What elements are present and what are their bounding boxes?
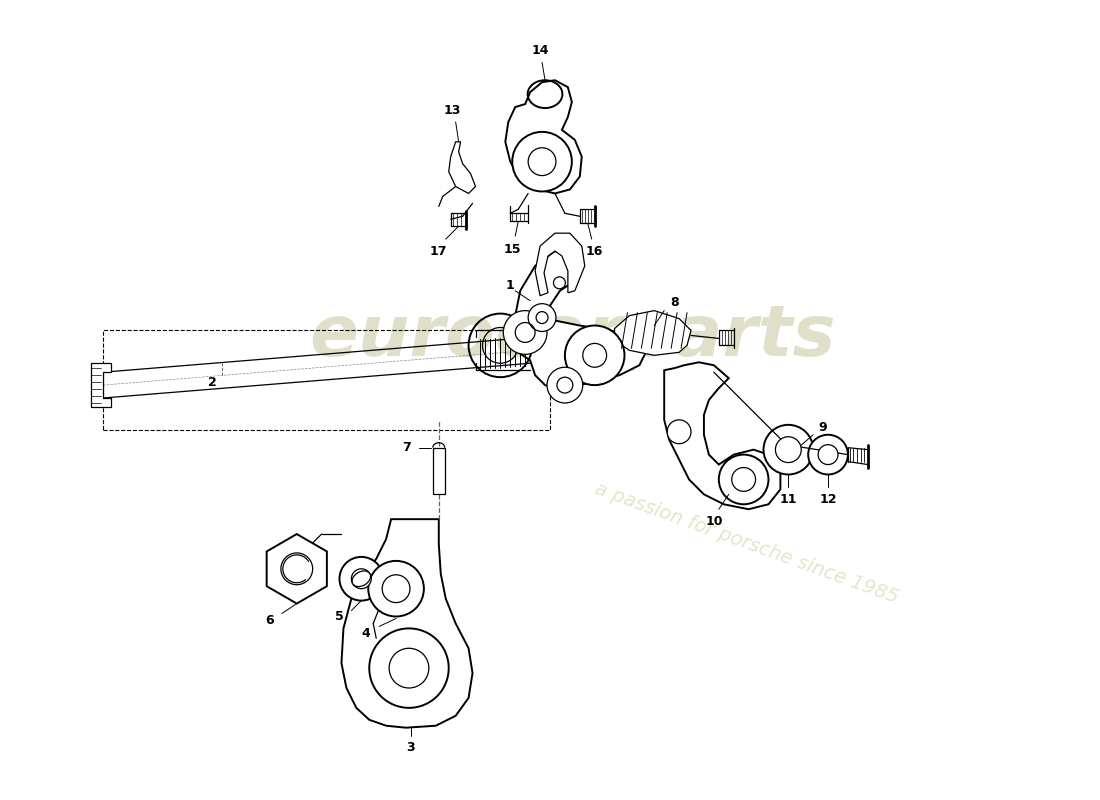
Text: 16: 16 — [586, 245, 604, 258]
Polygon shape — [535, 233, 585, 296]
Circle shape — [565, 326, 625, 385]
Polygon shape — [505, 80, 582, 194]
Text: 1: 1 — [506, 279, 515, 292]
Polygon shape — [664, 362, 780, 510]
Circle shape — [818, 445, 838, 465]
Circle shape — [504, 310, 547, 354]
Polygon shape — [432, 448, 444, 494]
Text: 13: 13 — [444, 103, 461, 117]
Text: eurocarparts: eurocarparts — [310, 302, 836, 371]
Text: 9: 9 — [818, 422, 827, 434]
Circle shape — [351, 569, 371, 589]
Text: 12: 12 — [820, 493, 837, 506]
Polygon shape — [615, 310, 691, 355]
Text: 11: 11 — [780, 493, 798, 506]
Text: 5: 5 — [336, 610, 344, 623]
Circle shape — [382, 574, 410, 602]
Circle shape — [280, 553, 312, 585]
Polygon shape — [510, 251, 649, 390]
Text: 6: 6 — [265, 614, 274, 627]
Circle shape — [528, 304, 556, 331]
Text: 17: 17 — [430, 245, 448, 258]
Circle shape — [808, 434, 848, 474]
Text: 3: 3 — [407, 741, 416, 754]
Circle shape — [732, 467, 756, 491]
Text: 2: 2 — [208, 376, 217, 389]
Text: 4: 4 — [362, 627, 371, 640]
Text: 14: 14 — [531, 44, 549, 57]
Circle shape — [370, 629, 449, 708]
Circle shape — [583, 343, 606, 367]
Circle shape — [763, 425, 813, 474]
Circle shape — [547, 367, 583, 403]
Polygon shape — [91, 363, 111, 407]
Text: 8: 8 — [670, 296, 679, 309]
Circle shape — [389, 648, 429, 688]
Circle shape — [528, 148, 556, 175]
Circle shape — [340, 557, 383, 601]
Polygon shape — [449, 142, 475, 194]
Text: a passion for porsche since 1985: a passion for porsche since 1985 — [592, 479, 901, 607]
Circle shape — [368, 561, 424, 617]
Text: 15: 15 — [504, 242, 521, 255]
Circle shape — [668, 420, 691, 444]
Circle shape — [718, 454, 769, 504]
Circle shape — [513, 132, 572, 191]
Text: 7: 7 — [402, 441, 410, 454]
Circle shape — [776, 437, 801, 462]
Text: 10: 10 — [705, 514, 723, 528]
Ellipse shape — [352, 571, 371, 586]
Polygon shape — [341, 519, 473, 728]
Polygon shape — [266, 534, 327, 603]
Bar — [103, 330, 550, 430]
